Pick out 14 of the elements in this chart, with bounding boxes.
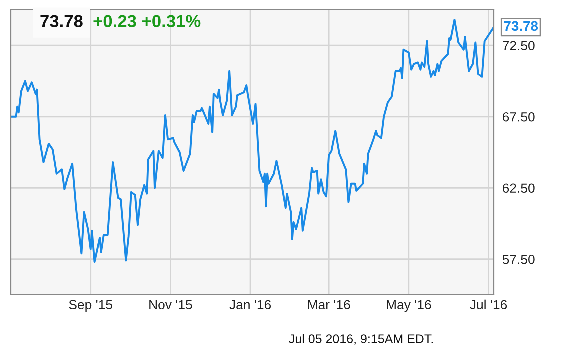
text: Jul 05 2016, 9:15AM EDT. — [289, 334, 433, 345]
y-tick-label: 57.50 — [502, 254, 535, 264]
x-tick-label: Jul '16 — [470, 300, 508, 310]
chart-title: 73.78 — [40, 15, 83, 28]
x-tick-label: Jan '16 — [230, 300, 272, 310]
x-tick-label: Mar '16 — [308, 300, 350, 310]
y-tick-label: 72.50 — [503, 41, 535, 51]
annotation: 73.78 — [504, 21, 538, 32]
x-tick-label: Nov '15 — [150, 300, 192, 310]
chart-subtitle: +0.23 +0.31% — [94, 15, 201, 28]
x-tick-label: Sep '15 — [69, 300, 112, 312]
y-tick-label: 67.50 — [503, 112, 535, 122]
y-tick-label: 62.50 — [503, 184, 535, 194]
x-tick-label: May '16 — [387, 300, 432, 312]
